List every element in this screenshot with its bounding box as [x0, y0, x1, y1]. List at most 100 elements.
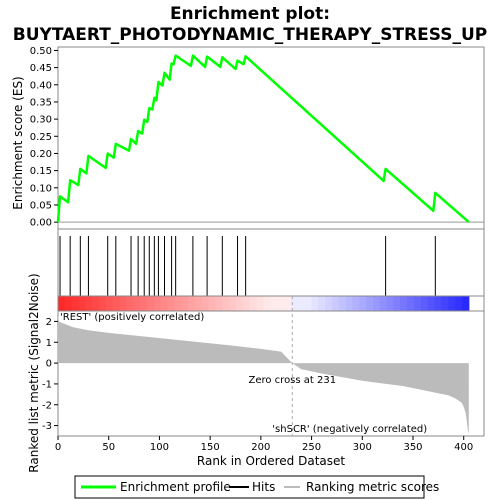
heatmap-cell — [427, 296, 436, 311]
positive-correlation-label: 'REST' (positively correlated) — [60, 312, 204, 323]
heatmap-cell — [414, 296, 422, 311]
heatmap-cell — [92, 296, 100, 311]
metric-ytick-label: 2 — [46, 317, 52, 328]
heatmap-cell — [461, 296, 470, 311]
es-ytick-label: 0.00 — [30, 218, 52, 229]
heatmap-cell — [311, 296, 319, 311]
x-tick-label: 300 — [353, 442, 372, 453]
heatmap-cell — [147, 296, 155, 311]
x-axis: 0 50 100 150 200 250 300 350 400 — [55, 436, 473, 453]
heatmap-cell — [304, 296, 312, 311]
es-ytick-label: 0.25 — [30, 132, 52, 143]
heatmap-cell — [386, 296, 395, 311]
heatmap-cell — [270, 296, 278, 311]
heatmap-cell — [331, 296, 340, 311]
heatmap-cell — [379, 296, 388, 311]
heatmap-cell — [201, 296, 210, 311]
metric-panel: -3 -2 -1 0 1 2 'REST' (positively correlated)… — [27, 273, 485, 473]
heatmap-cell — [222, 296, 230, 311]
legend: Enrichment profile Hits Ranking metric s… — [74, 475, 439, 499]
x-tick-label: 100 — [150, 442, 169, 453]
x-tick-label: 250 — [302, 442, 321, 453]
hits-panel-frame — [57, 228, 485, 297]
x-axis-label: Rank in Ordered Dataset — [197, 454, 345, 468]
heatmap-cell — [242, 296, 251, 311]
heatmap-cell — [140, 296, 148, 311]
heatmap-cell — [448, 296, 456, 311]
heatmap-cell — [126, 296, 134, 311]
heatmap-cell — [133, 296, 141, 311]
heatmap-cell — [167, 296, 175, 311]
x-tick-label: 0 — [55, 442, 61, 453]
heatmap-cell — [85, 296, 93, 311]
heatmap-cell — [277, 296, 285, 311]
heatmap-cell — [208, 296, 217, 311]
metric-ytick-label: 0 — [46, 359, 52, 370]
hits-panel — [57, 228, 485, 297]
legend-frame — [74, 475, 425, 499]
heatmap-cell — [194, 296, 203, 311]
es-panel-frame — [57, 46, 485, 230]
metric-ytick-label: -2 — [42, 400, 52, 411]
legend-label-hits: Hits — [252, 480, 275, 494]
es-ytick-label: 0.35 — [30, 97, 52, 108]
heatmap-cell — [119, 296, 128, 311]
heatmap-cell — [393, 296, 401, 311]
x-tick-label: 150 — [201, 442, 220, 453]
heatmap-cell — [181, 296, 189, 311]
rank-heatmap-bar — [57, 295, 485, 312]
heatmap-cell — [283, 296, 292, 311]
legend-label-ranking-metric: Ranking metric scores — [306, 480, 439, 494]
metric-ylabel: Ranked list metric (Signal2Noise) — [27, 273, 41, 472]
heatmap-cell — [372, 296, 381, 311]
es-ytick-label: 0.10 — [30, 183, 52, 194]
heatmap-cell — [400, 296, 408, 311]
chart-subtitle: BUYTAERT_PHOTODYNAMIC_THERAPY_STRESS_UP — [13, 25, 488, 45]
heatmap-cell — [297, 296, 306, 311]
heatmap-cell — [338, 296, 347, 311]
heatmap-cell — [236, 296, 244, 311]
heatmap-cell — [290, 296, 299, 311]
heatmap-cell — [153, 296, 162, 311]
heatmap-cell — [78, 296, 86, 311]
heatmap-cell — [434, 296, 442, 311]
es-ytick-label: 0.30 — [30, 115, 52, 126]
es-ytick-label: 0.50 — [30, 46, 52, 57]
heatmap-cell — [105, 296, 114, 311]
es-panel: 0.00 0.05 0.10 0.15 0.20 0.25 0.30 0.35 0.40 0.45… — [11, 46, 485, 230]
heatmap-cell — [455, 296, 463, 311]
x-tick-label: 350 — [403, 442, 422, 453]
heatmap-cell — [352, 296, 360, 311]
x-tick-label: 50 — [102, 442, 115, 453]
heatmap-cell — [359, 296, 367, 311]
heatmap-cell — [71, 296, 80, 311]
heatmap-cell — [229, 296, 237, 311]
negative-correlation-label: 'shSCR' (negatively correlated) — [272, 424, 427, 435]
x-tick-label: 200 — [251, 442, 270, 453]
heatmap-cell — [256, 296, 264, 311]
heatmap-cell — [345, 296, 353, 311]
es-ytick-label: 0.05 — [30, 200, 52, 211]
heatmap-cell — [263, 296, 271, 311]
es-ytick-label: 0.15 — [30, 166, 52, 177]
es-ytick-label: 0.45 — [30, 63, 52, 74]
es-ytick-label: 0.20 — [30, 149, 52, 160]
enrichment-profile-line — [56, 54, 470, 224]
es-ylabel: Enrichment score (ES) — [11, 76, 25, 209]
chart-title: Enrichment plot: — [170, 4, 330, 24]
heatmap-cell — [249, 296, 258, 311]
heatmap-cell — [318, 296, 326, 311]
ranking-metric-area — [58, 315, 469, 434]
heatmap-cell — [325, 296, 333, 311]
metric-ytick-label: -1 — [42, 379, 52, 390]
heatmap-cell — [441, 296, 449, 311]
heatmap-cell — [174, 296, 182, 311]
legend-label-enrichment-profile: Enrichment profile — [120, 480, 231, 494]
heatmap-cell — [160, 296, 169, 311]
es-ytick-label: 0.40 — [30, 80, 52, 91]
heatmap-cell — [366, 296, 374, 311]
heatmap-cell — [215, 296, 223, 311]
heatmap-cell — [64, 296, 73, 311]
heatmap-cell — [407, 296, 415, 311]
